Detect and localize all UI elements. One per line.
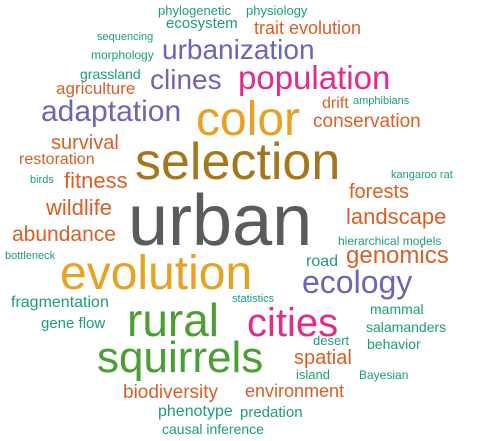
word-trait-evolution: trait evolution — [254, 18, 362, 38]
word-cities: cities — [247, 301, 339, 345]
word-causal-inference: causal inference — [162, 421, 264, 437]
word-fragmentation: fragmentation — [11, 294, 109, 311]
word-ecosystem: ecosystem — [166, 15, 238, 32]
word-clines: clines — [150, 64, 222, 95]
word-conservation: conservation — [313, 111, 421, 132]
word-statistics: statistics — [232, 293, 275, 305]
word-kangaroo-rat: kangaroo rat — [391, 169, 453, 181]
word-desert: desert — [313, 333, 350, 348]
word-urban: urban — [128, 181, 313, 261]
word-grassland: grassland — [80, 66, 141, 82]
word-selection: selection — [135, 133, 341, 191]
word-wildlife: wildlife — [46, 195, 113, 220]
word-road: road — [306, 253, 339, 270]
word-landscape: landscape — [346, 204, 447, 229]
word-bottleneck: bottleneck — [5, 250, 56, 262]
word-squirrels: squirrels — [97, 333, 264, 382]
word-rural: rural — [127, 294, 220, 346]
word-morphology: morphology — [91, 48, 154, 62]
word-amphibians: amphibians — [353, 95, 410, 107]
word-birds: birds — [30, 174, 54, 186]
word-phylogenetic: phylogenetic — [158, 3, 231, 18]
word-abundance: abundance — [12, 223, 116, 246]
word-ecology: ecology — [302, 264, 413, 300]
word-bayesian: Bayesian — [359, 368, 409, 382]
word-restoration: restoration — [19, 151, 95, 168]
word-adaptation: adaptation — [41, 95, 182, 128]
word-evolution: evolution — [60, 247, 253, 300]
word-agriculture: agriculture — [56, 79, 136, 98]
word-sequencing: sequencing — [97, 31, 154, 43]
word-hierarchical-models: hierarchical models — [338, 234, 442, 248]
word-color: color — [196, 93, 301, 146]
word-urbanization: urbanization — [162, 34, 315, 65]
word-phenotype: phenotype — [158, 403, 233, 420]
word-environment: environment — [245, 381, 345, 401]
word-population: population — [238, 59, 391, 96]
word-biodiversity: biodiversity — [123, 382, 219, 403]
word-predation: predation — [240, 404, 303, 421]
word-genomics: genomics — [346, 242, 449, 269]
word-mammal: mammal — [370, 301, 424, 317]
word-gene-flow: gene flow — [41, 315, 106, 332]
word-physiology: physiology — [246, 3, 308, 18]
word-fitness: fitness — [64, 168, 128, 193]
word-forests: forests — [349, 181, 410, 203]
word-spatial: spatial — [294, 347, 352, 369]
word-survival: survival — [51, 132, 119, 154]
word-drift: drift — [322, 95, 349, 112]
word-island: island — [296, 367, 330, 382]
word-behavior: behavior — [367, 336, 421, 352]
word-salamanders: salamanders — [366, 319, 447, 335]
